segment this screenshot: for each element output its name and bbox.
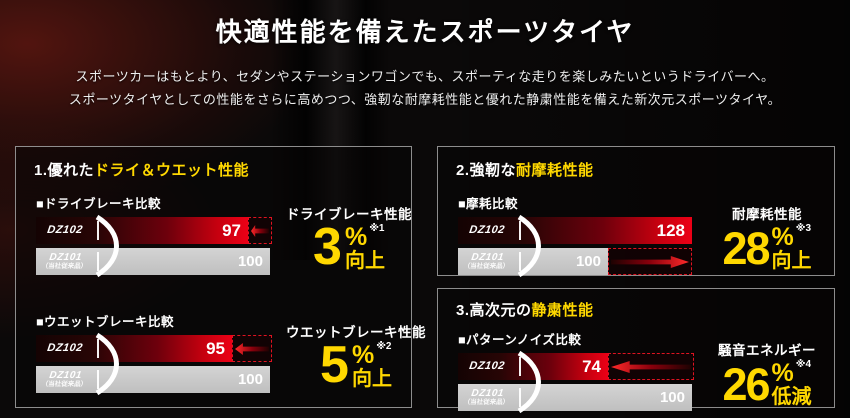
result-value: 26 — [722, 359, 770, 411]
dz102-label: DZ102 — [468, 360, 506, 372]
dz102-bar: DZ102 95 — [36, 335, 232, 362]
dz101-bar: DZ101 （当社従来品） 100 — [36, 366, 270, 393]
result-label: 耐摩耗性能 — [732, 207, 802, 222]
page-description: スポーツカーはもとより、セダンやステーションワゴンでも、スポーティな走りを楽しみ… — [0, 66, 850, 112]
heading-plain: 1.優れた — [34, 162, 95, 179]
swoosh-divider — [95, 332, 119, 396]
dz101-value: 100 — [237, 371, 263, 388]
dz101-label: DZ101 （当社従来品） — [41, 251, 88, 270]
result-label: 騒音エネルギー — [718, 343, 816, 358]
chart-caption: ■パターンノイズ比較 — [458, 333, 582, 347]
result-value: 5 — [320, 336, 349, 395]
result-block: ドライブレーキ性能 3 % ※1 向上 — [286, 193, 412, 275]
dz101-bar: DZ101 （当社従来品） 100 — [36, 248, 270, 275]
result-block: ウエットブレーキ性能 5 % ※2 向上 — [286, 311, 426, 393]
bar-divider-line — [97, 221, 99, 240]
result-note: ※1 — [369, 223, 385, 234]
panel-wear: 2.強靭な耐摩耗性能 ■摩耗比較 DZ102 128 — [437, 146, 835, 278]
result-note: ※4 — [795, 359, 812, 370]
dz101-value: 100 — [575, 253, 601, 270]
dz102-value: 74 — [582, 356, 601, 376]
chart-bars-area: ■ドライブレーキ比較 DZ102 97 — [36, 193, 286, 278]
panel-heading: 3.高次元の静粛性能 — [456, 299, 594, 320]
swoosh-divider — [95, 214, 119, 278]
dz101-label: DZ101 （当社従来品） — [41, 369, 88, 388]
chart-caption: ■摩耗比較 — [458, 197, 519, 211]
bar-divider-line — [519, 357, 521, 376]
pattern-noise-chart: ■パターンノイズ比較 DZ102 74 — [458, 329, 826, 414]
bar-divider-line — [519, 221, 521, 240]
panel-heading: 1.優れたドライ＆ウエット性能 — [34, 159, 249, 180]
improvement-arrow-right — [608, 248, 692, 275]
chart-caption: ■ウエットブレーキ比較 — [36, 315, 175, 329]
result-unit: % — [771, 359, 794, 387]
heading-accent: 耐摩耗性能 — [516, 162, 594, 179]
dz101-bar: DZ101 （当社従来品） 100 — [458, 384, 692, 411]
dz102-bar: DZ102 97 — [36, 217, 248, 244]
result-direction: 向上 — [344, 250, 385, 272]
dz102-label: DZ102 — [46, 224, 84, 236]
dz102-value: 128 — [656, 220, 685, 240]
result-block: 耐摩耗性能 28 % ※3 向上 — [708, 193, 826, 275]
swoosh-divider — [517, 214, 541, 278]
result-value: 28 — [722, 223, 770, 275]
improvement-arrow-left — [248, 217, 272, 244]
description-line: スポーツタイヤとしての性能をさらに高めつつ、強靭な耐摩耗性能と優れた静粛性能を備… — [68, 91, 782, 107]
result-note: ※3 — [795, 223, 812, 234]
bar-divider-line — [519, 388, 521, 407]
dz101-label: DZ101 （当社従来品） — [463, 387, 510, 406]
improvement-arrow-left — [608, 353, 694, 380]
chart-bars-area: ■ウエットブレーキ比較 DZ102 95 — [36, 311, 286, 396]
bar-divider-line — [519, 252, 521, 271]
chart-bars-area: ■パターンノイズ比較 DZ102 74 — [458, 329, 708, 414]
result-unit: % — [771, 223, 794, 251]
bar-divider-line — [97, 252, 99, 271]
result-note: ※2 — [376, 341, 392, 352]
dz101-label: DZ101 （当社従来品） — [463, 251, 510, 270]
result-direction: 低減 — [771, 386, 812, 408]
heading-accent: 静粛性能 — [531, 302, 594, 319]
swoosh-divider — [517, 350, 541, 414]
dz102-label: DZ102 — [46, 342, 84, 354]
bar-divider-line — [97, 339, 99, 358]
wear-chart: ■摩耗比較 DZ102 128 DZ101 — [458, 193, 826, 278]
panel-dry-wet: 1.優れたドライ＆ウエット性能 ■ドライブレーキ比較 DZ102 97 — [15, 146, 426, 408]
dz102-value: 97 — [222, 220, 241, 240]
dz102-value: 95 — [206, 338, 225, 358]
wet-brake-chart: ■ウエットブレーキ比較 DZ102 95 — [36, 311, 426, 396]
result-unit: % — [344, 223, 368, 251]
chart-bars-area: ■摩耗比較 DZ102 128 DZ101 — [458, 193, 708, 278]
description-line: スポーツカーはもとより、セダンやステーションワゴンでも、スポーティな走りを楽しみ… — [75, 69, 775, 84]
panel-quiet: 3.高次元の静粛性能 ■パターンノイズ比較 DZ102 74 — [437, 288, 835, 414]
dz102-label: DZ102 — [468, 224, 506, 236]
bar-divider-line — [97, 370, 99, 389]
result-label: ドライブレーキ性能 — [286, 207, 412, 222]
dz101-value: 100 — [659, 389, 685, 406]
result-block: 騒音エネルギー 26 % ※4 低減 — [708, 329, 826, 411]
result-label: ウエットブレーキ性能 — [286, 325, 426, 340]
heading-plain: 2.強靭な — [456, 162, 517, 179]
dry-brake-chart: ■ドライブレーキ比較 DZ102 97 — [36, 193, 412, 278]
heading-plain: 3.高次元の — [456, 302, 532, 319]
result-direction: 向上 — [771, 250, 812, 272]
dz102-bar: DZ102 128 — [458, 217, 692, 244]
improvement-arrow-left — [232, 335, 272, 362]
heading-accent: ドライ＆ウエット性能 — [94, 162, 250, 179]
result-value: 3 — [313, 218, 342, 277]
result-unit: % — [351, 341, 375, 369]
chart-caption: ■ドライブレーキ比較 — [36, 197, 162, 211]
page-title: 快適性能を備えたスポーツタイヤ — [215, 17, 635, 47]
result-direction: 向上 — [351, 368, 392, 390]
dz101-value: 100 — [237, 253, 263, 270]
panel-heading: 2.強靭な耐摩耗性能 — [456, 159, 594, 180]
dz101-bar: DZ101 （当社従来品） 100 — [458, 248, 608, 275]
